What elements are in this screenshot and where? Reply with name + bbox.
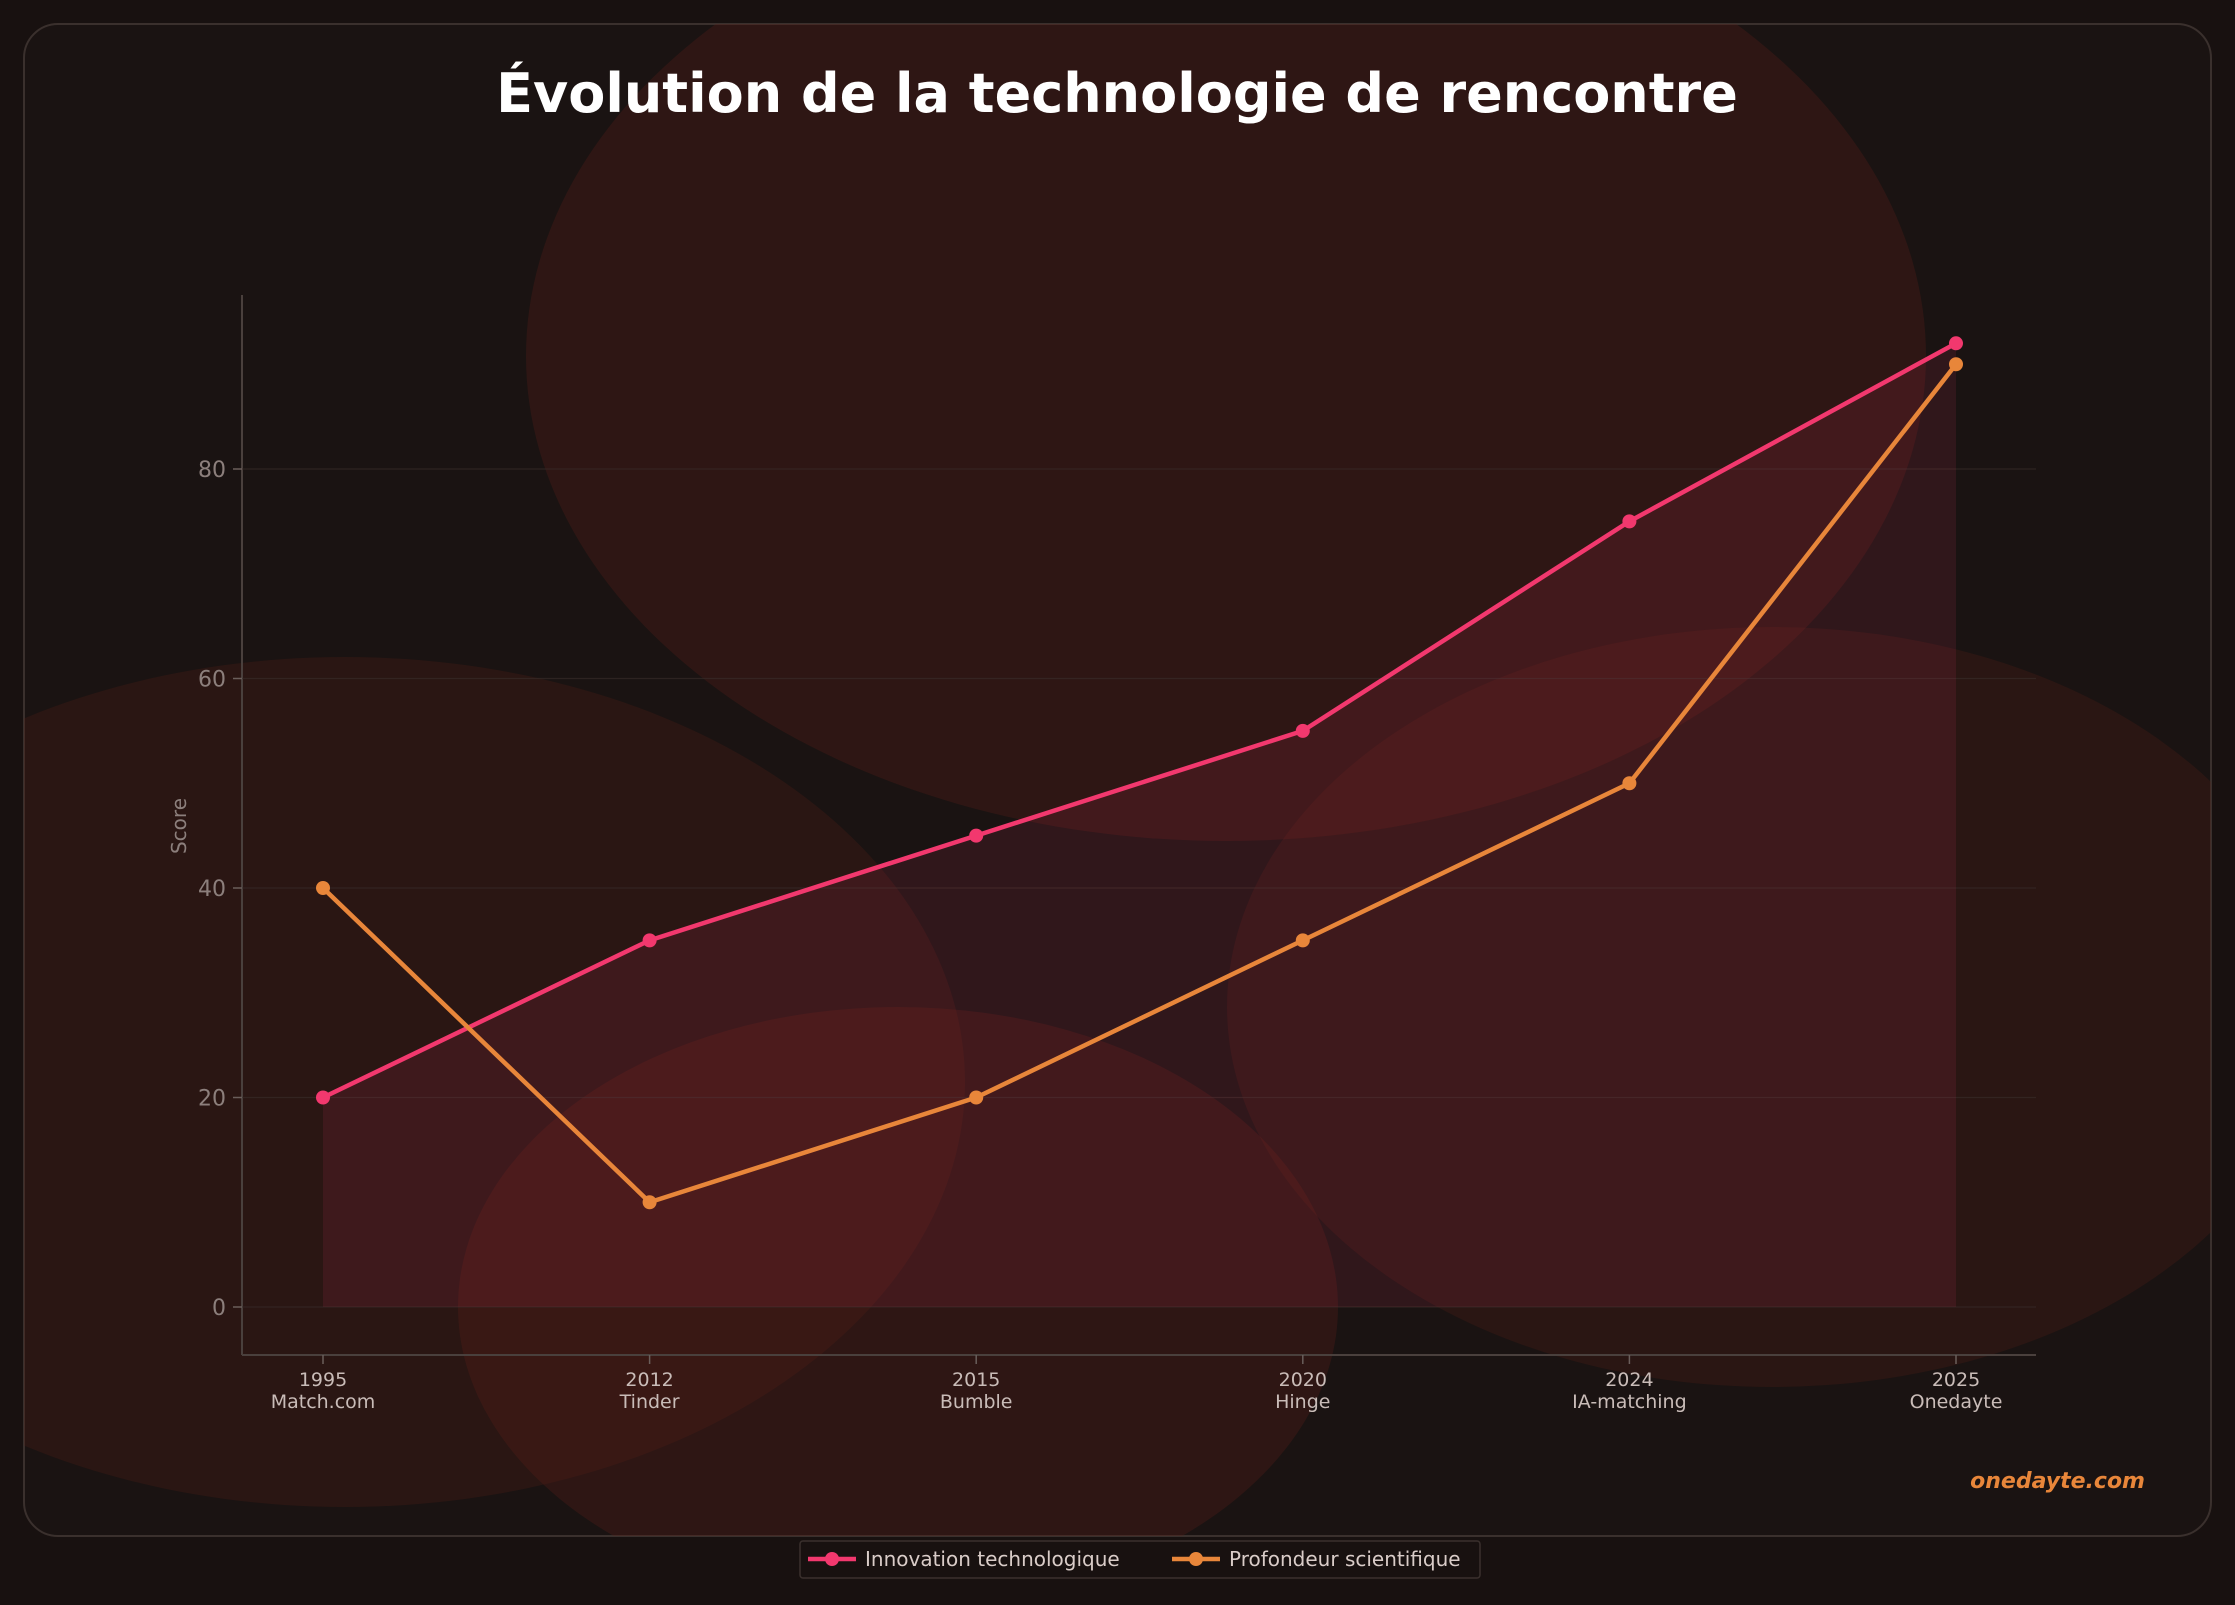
y-tick-label: 80	[198, 458, 226, 483]
data-point	[316, 1090, 330, 1105]
x-tick-year: 2025	[1932, 1369, 1980, 1391]
x-tick-name: Onedayte	[1910, 1391, 2003, 1413]
data-point	[969, 1090, 984, 1105]
x-tick-year: 2024	[1605, 1369, 1653, 1391]
series-line-1	[320, 341, 1959, 1100]
legend-box	[799, 1540, 1481, 1579]
series-lines	[320, 341, 1959, 1205]
series-areas	[323, 343, 1956, 1307]
y-tick-label: 40	[198, 877, 226, 902]
legend-label: Profondeur scientifique	[1229, 1547, 1461, 1571]
data-point	[316, 881, 330, 895]
x-tick-name: Match.com	[271, 1391, 376, 1413]
x-tick-year: 1995	[299, 1369, 347, 1391]
legend-marker	[1189, 1552, 1203, 1566]
data-point	[1949, 336, 1963, 351]
legend-label: Innovation technologique	[865, 1547, 1120, 1571]
series-area-1	[323, 343, 1956, 1307]
y-tick-label: 60	[198, 668, 226, 693]
x-tick-name: IA-matching	[1572, 1391, 1687, 1413]
x-tick-name: Hinge	[1275, 1391, 1330, 1413]
data-point	[1949, 357, 1963, 372]
series-points	[316, 336, 1963, 1210]
glow-ellipse	[526, 24, 1926, 841]
data-point	[969, 828, 984, 843]
data-point	[1622, 514, 1637, 529]
legend: Innovation technologique Profondeur scien…	[799, 1540, 1481, 1579]
chart-panel	[23, 23, 2212, 1537]
chart-title: Évolution de la technologie de rencontre	[496, 62, 1738, 125]
data-point	[1622, 776, 1637, 791]
data-point	[642, 1195, 657, 1210]
x-tick-year: 2012	[625, 1369, 673, 1391]
y-tick-labels: 0 20 40 60 80	[198, 458, 242, 1321]
data-point	[1295, 723, 1310, 738]
data-point	[1295, 933, 1310, 948]
series-line-2	[320, 362, 1959, 1205]
data-point	[642, 933, 657, 948]
y-tick-label: 0	[212, 1296, 226, 1321]
x-tick-year: 2020	[1279, 1369, 1327, 1391]
glow-ellipse	[24, 657, 965, 1507]
watermark-text: onedayte.com	[1970, 1469, 2145, 1494]
glow-ellipse	[1227, 627, 2211, 1387]
x-tick-name: Bumble	[940, 1391, 1013, 1413]
y-axis-label: Score	[167, 798, 191, 854]
legend-marker	[825, 1552, 839, 1566]
y-tick-label: 20	[198, 1087, 226, 1112]
x-tick-year: 2015	[952, 1369, 1000, 1391]
x-tick-name: Tinder	[619, 1391, 680, 1413]
